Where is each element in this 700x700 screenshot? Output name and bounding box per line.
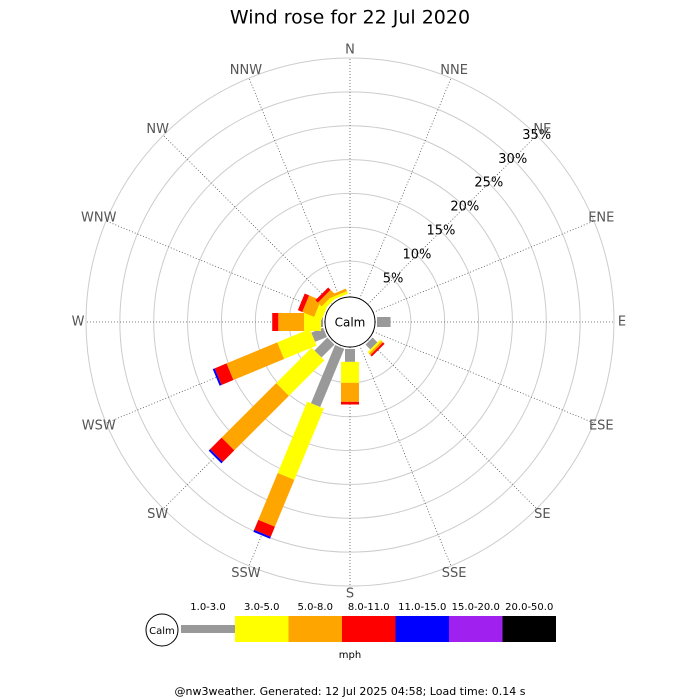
bar-segment	[208, 449, 223, 464]
grid-ring	[85, 57, 615, 587]
legend-swatch	[288, 616, 342, 642]
legend-label: 8.0-11.0	[348, 602, 390, 613]
legend-calm-label: Calm	[149, 626, 175, 637]
bar-segment	[341, 382, 359, 402]
bar-segment	[365, 337, 378, 350]
bar-segment	[226, 342, 285, 381]
direction-label: SSE	[442, 566, 467, 581]
bar-segment	[367, 339, 382, 354]
direction-label: E	[618, 315, 626, 330]
bar-segment	[341, 401, 359, 405]
grid-ring	[119, 91, 581, 553]
spoke	[105, 220, 328, 313]
direction-label: S	[346, 587, 354, 602]
calm-circle	[324, 296, 376, 348]
footer: @nw3weather. Generated: 12 Jul 2025 04:5…	[175, 685, 526, 698]
direction-label: W	[72, 315, 85, 330]
bar-segment	[370, 342, 385, 357]
direction-label: NNE	[440, 63, 468, 78]
direction-label: N	[345, 43, 355, 58]
direction-label: NE	[533, 122, 551, 137]
bar-segment	[315, 287, 331, 303]
bar-segment	[221, 383, 289, 451]
r-tick-label: 5%	[383, 271, 404, 286]
spoke	[359, 77, 452, 300]
bar-segment	[253, 529, 271, 539]
legend-label: 15.0-20.0	[452, 602, 500, 613]
bar-segment	[276, 347, 325, 396]
bar-segment	[341, 361, 359, 383]
spoke	[163, 135, 333, 305]
direction-label: NNW	[230, 63, 262, 78]
grid-ring	[187, 159, 513, 485]
grid: 5%10%15%20%25%30%35%NNNENEENEEESESESSESS…	[72, 43, 627, 602]
calm-label: Calm	[335, 316, 366, 330]
bar-segment	[210, 437, 235, 462]
bar-segment	[272, 313, 279, 331]
bar-segment	[214, 363, 234, 385]
bar-segment	[278, 313, 305, 331]
direction-label: SW	[147, 507, 168, 522]
r-tick-label: 30%	[498, 152, 527, 167]
bar-segment	[310, 345, 345, 408]
bar-segment	[314, 337, 335, 358]
spoke	[248, 77, 341, 300]
legend-swatch	[502, 616, 556, 642]
legend-label: 1.0-3.0	[190, 602, 225, 613]
legend: Calm mph 1.0-3.0 3.0-5.0 5.0-8.0 8.0-11.0 11…	[145, 602, 556, 661]
bar-segment	[277, 401, 324, 480]
r-tick-label: 20%	[450, 200, 479, 215]
bar-segment	[345, 349, 355, 362]
r-tick-label: 15%	[426, 224, 455, 239]
legend-swatch	[235, 616, 289, 642]
legend-swatch	[449, 616, 503, 642]
direction-label: ENE	[588, 210, 614, 225]
direction-label: WSW	[82, 419, 116, 434]
spoke	[367, 339, 537, 509]
bar-segment	[277, 328, 317, 360]
bar-segment	[212, 368, 222, 386]
direction-label: ESE	[589, 419, 614, 434]
legend-label: 5.0-8.0	[298, 602, 333, 613]
legend-calm-circle	[145, 613, 179, 647]
legend-swatch	[181, 625, 235, 633]
bar-segment	[254, 519, 275, 537]
legend-label: 20.0-50.0	[505, 602, 553, 613]
spoke	[372, 220, 595, 313]
legend-label: 11.0-15.0	[398, 602, 446, 613]
legend-label: 3.0-5.0	[244, 602, 279, 613]
direction-label: NW	[146, 122, 169, 137]
bar-segment	[329, 288, 347, 298]
bar-segment	[258, 472, 295, 527]
spoke	[372, 331, 595, 424]
bar-segment	[311, 327, 327, 342]
spoke	[367, 135, 537, 305]
legend-title: mph	[339, 650, 361, 661]
bar-segment	[377, 317, 391, 327]
r-tick-label: 35%	[522, 128, 551, 143]
legend-swatch	[395, 616, 449, 642]
direction-label: SSW	[231, 566, 261, 581]
bar-segment	[317, 289, 335, 307]
legend-swatch	[342, 616, 396, 642]
spoke	[359, 344, 452, 567]
direction-label: WNW	[81, 210, 117, 225]
chart-title: Wind rose for 22 Jul 2020	[230, 7, 470, 29]
bar-segment	[330, 291, 348, 301]
bar-segment	[368, 340, 384, 356]
direction-label: SE	[534, 507, 550, 522]
bars	[208, 287, 391, 539]
bar-segment	[297, 293, 310, 312]
grid-ring	[220, 192, 480, 452]
